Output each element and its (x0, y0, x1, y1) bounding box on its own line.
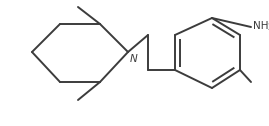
Text: N: N (130, 54, 138, 64)
Text: 2: 2 (267, 24, 269, 33)
Text: NH: NH (253, 21, 268, 31)
